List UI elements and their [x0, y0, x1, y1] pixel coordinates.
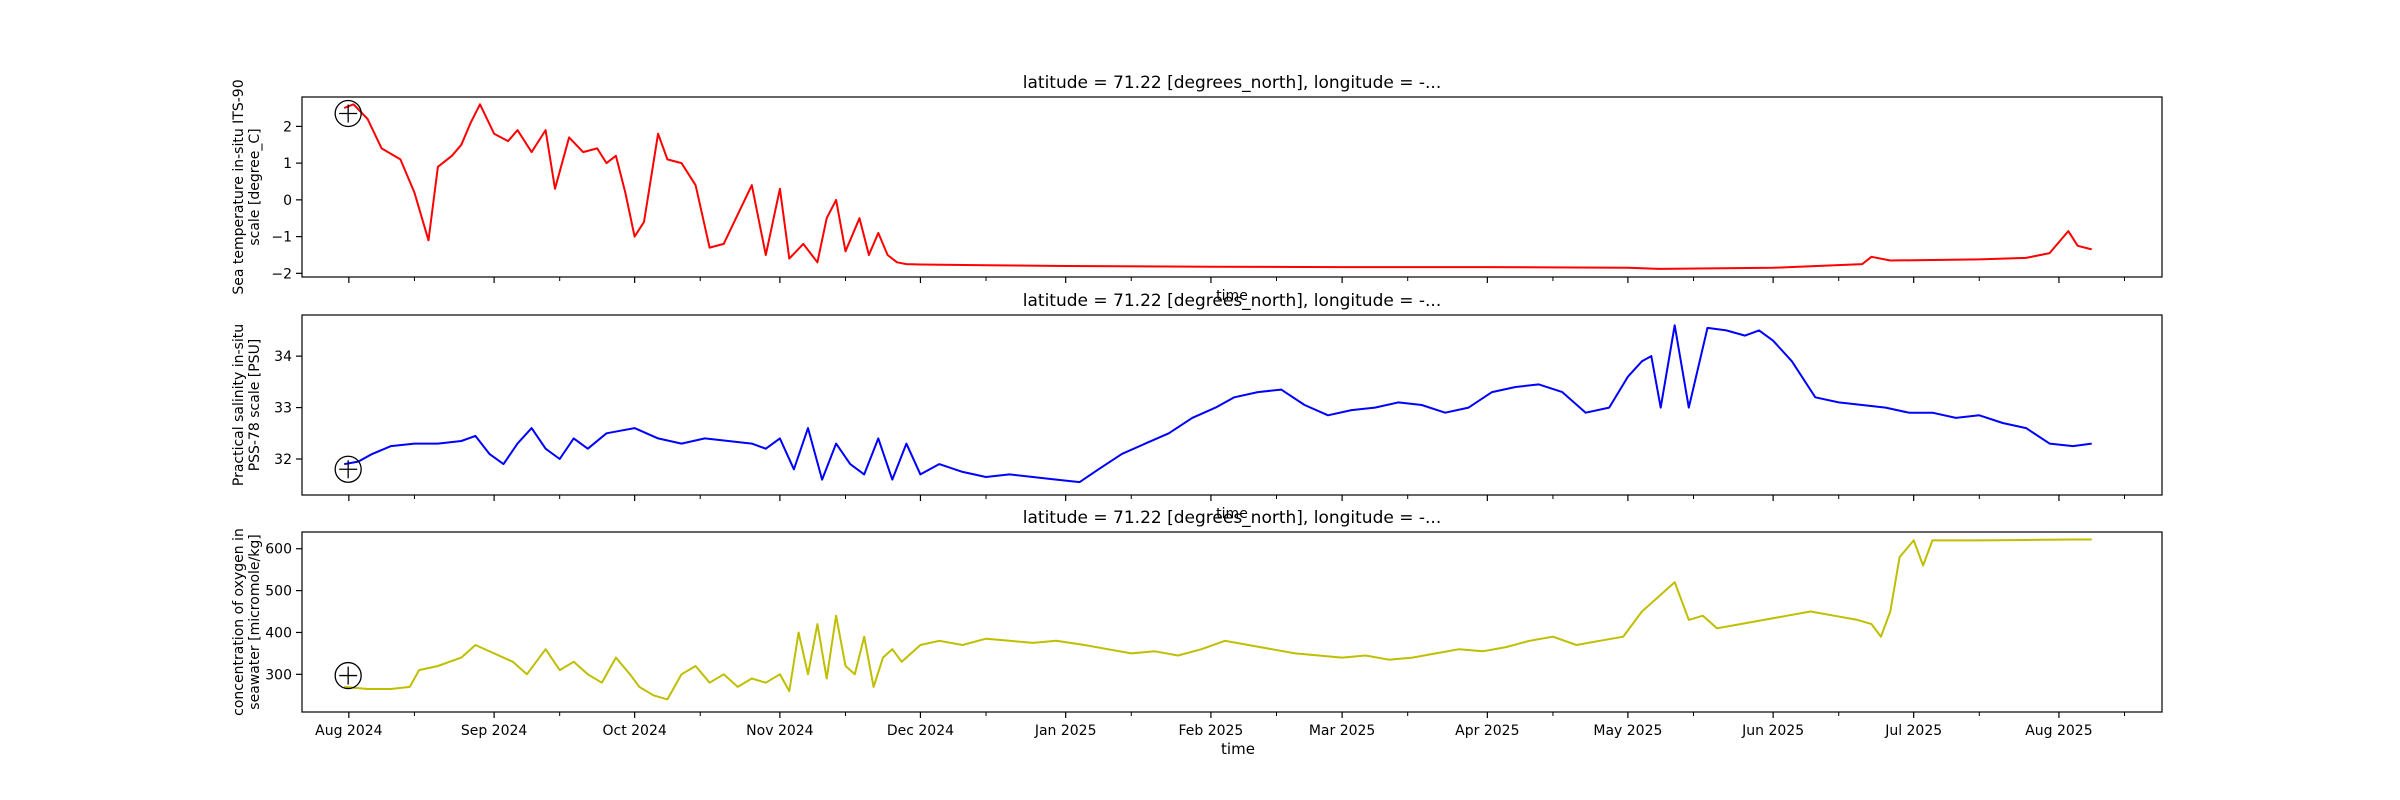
- x-axis-label: time: [1221, 740, 1255, 758]
- y-axis-label: Sea temperature in-situ ITS-90scale [deg…: [231, 79, 263, 294]
- series-line: [344, 538, 2092, 701]
- y-tick-label: 300: [265, 667, 292, 683]
- y-tick-label: 32: [274, 452, 292, 468]
- y-tick-label: 33: [274, 401, 292, 417]
- x-axis-label: time: [1216, 506, 1248, 522]
- chart-title: latitude = 71.22 [degrees_north], longit…: [1023, 291, 1441, 311]
- chart-title: latitude = 71.22 [degrees_north], longit…: [1023, 508, 1441, 528]
- x-tick-label: Feb 2025: [1178, 723, 1243, 739]
- y-tick-label: 2: [283, 119, 292, 135]
- series-line: [344, 324, 2092, 484]
- x-tick-label: Apr 2025: [1455, 723, 1519, 739]
- y-axis-label-line: seawater [micromole/kg]: [247, 534, 263, 709]
- x-tick-label: Jul 2025: [1884, 723, 1942, 739]
- x-tick-label: May 2025: [1593, 723, 1662, 739]
- x-tick-label: Jan 2025: [1034, 723, 1097, 739]
- plot-frame: [301, 96, 2163, 278]
- y-tick-label: 1: [283, 156, 292, 172]
- x-tick-label: Aug 2025: [2025, 723, 2092, 739]
- y-tick-label: 600: [265, 542, 292, 558]
- x-tick-label: Sep 2024: [461, 723, 528, 739]
- chart-title: latitude = 71.22 [degrees_north], longit…: [1023, 73, 1441, 93]
- x-tick-label: Nov 2024: [746, 723, 813, 739]
- start-marker-icon: [334, 99, 362, 128]
- series-line: [343, 103, 2092, 270]
- y-tick-label: 400: [265, 625, 292, 641]
- y-tick-label: −1: [271, 230, 292, 246]
- start-marker-icon: [334, 455, 362, 483]
- y-tick-label: 0: [283, 193, 292, 209]
- panel-3: latitude = 71.22 [degrees_north], longit…: [231, 508, 2163, 739]
- y-axis-label-line: PSS-78 scale [PSU]: [247, 339, 263, 472]
- start-marker-icon: [334, 661, 362, 690]
- y-axis-label-line: Practical salinity in-situ: [231, 324, 247, 486]
- x-axis-label: time: [1216, 288, 1248, 304]
- y-tick-label: −2: [271, 266, 292, 282]
- y-axis-label-line: Sea temperature in-situ ITS-90: [231, 79, 247, 294]
- panel-1: latitude = 71.22 [degrees_north], longit…: [231, 73, 2163, 304]
- y-tick-label: 500: [265, 584, 292, 600]
- x-tick-label: Dec 2024: [887, 723, 954, 739]
- chart-panels: latitude = 71.22 [degrees_north], longit…: [231, 73, 2163, 739]
- x-tick-label: Oct 2024: [602, 723, 666, 739]
- y-axis-label: concentration of oxygen inseawater [micr…: [231, 528, 263, 716]
- y-axis-label-line: concentration of oxygen in: [231, 528, 247, 716]
- plot-frame: [301, 314, 2163, 496]
- x-tick-label: Aug 2024: [315, 723, 383, 739]
- panel-2: latitude = 71.22 [degrees_north], longit…: [231, 291, 2163, 522]
- x-tick-label: Mar 2025: [1309, 723, 1376, 739]
- x-tick-label: Jun 2025: [1741, 723, 1804, 739]
- y-tick-label: 34: [274, 349, 292, 365]
- y-axis-label-line: scale [degree_C]: [247, 128, 263, 245]
- plot-frame: [301, 531, 2163, 713]
- y-axis-label: Practical salinity in-situPSS-78 scale […: [231, 324, 263, 486]
